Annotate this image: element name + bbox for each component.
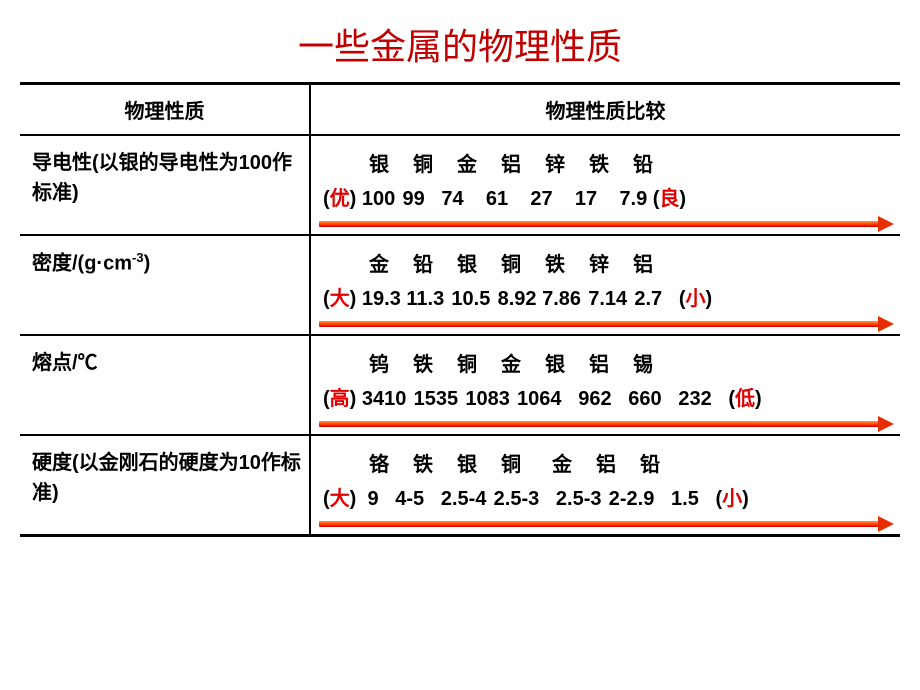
left-red-label: 大 xyxy=(330,488,350,510)
property-cell: 密度/(g·cm-3) xyxy=(20,235,310,335)
elements-line: 金 铅 银 铜 铁 锌 铝 xyxy=(323,248,892,282)
properties-table: 物理性质 物理性质比较 导电性(以银的导电性为100作标准)银 铜 金 铝 锌 … xyxy=(20,82,900,537)
right-red-label: 良 xyxy=(659,188,679,210)
left-red-label: 高 xyxy=(330,388,350,410)
elements-line: 钨 铁 铜 金 银 铝 锡 xyxy=(323,348,892,382)
header-right: 物理性质比较 xyxy=(310,84,900,136)
values-text: 3410 1535 1083 1064 962 660 232 xyxy=(356,388,728,410)
values-line: (大) 9 4-5 2.5-4 2.5-3 2.5-3 2-2.9 1.5 (小… xyxy=(323,482,892,516)
elements-line: 铬 铁 银 铜 金 铝 铅 xyxy=(323,448,892,482)
comparison-cell: 钨 铁 铜 金 银 铝 锡(高) 3410 1535 1083 1064 962… xyxy=(310,335,900,435)
gradient-arrow xyxy=(319,520,892,528)
arrow-head-icon xyxy=(878,216,894,232)
property-label: 密度/(g·cm-3) xyxy=(32,248,301,279)
property-label: 硬度(以金刚石的硬度为10作标准) xyxy=(32,448,301,508)
values-text: 19.3 11.3 10.5 8.92 7.86 7.14 2.7 xyxy=(356,288,679,310)
gradient-arrow xyxy=(319,420,892,428)
right-red-label: 小 xyxy=(722,488,742,510)
values-text: 9 4-5 2.5-4 2.5-3 2.5-3 2-2.9 1.5 xyxy=(356,488,715,510)
header-left: 物理性质 xyxy=(20,84,310,136)
gradient-arrow xyxy=(319,320,892,328)
arrow-head-icon xyxy=(878,516,894,532)
property-cell: 熔点/℃ xyxy=(20,335,310,435)
elements-line: 银 铜 金 铝 锌 铁 铅 xyxy=(323,148,892,182)
comparison-cell: 银 铜 金 铝 锌 铁 铅(优) 100 99 74 61 27 17 7.9 … xyxy=(310,135,900,235)
left-red-label: 优 xyxy=(330,188,350,210)
property-label: 导电性(以银的导电性为100作标准) xyxy=(32,148,301,208)
property-cell: 硬度(以金刚石的硬度为10作标准) xyxy=(20,435,310,536)
right-red-label: 低 xyxy=(735,388,755,410)
table-row: 导电性(以银的导电性为100作标准)银 铜 金 铝 锌 铁 铅(优) 100 9… xyxy=(20,135,900,235)
arrow-head-icon xyxy=(878,316,894,332)
page-title: 一些金属的物理性质 xyxy=(0,0,920,82)
property-label: 熔点/℃ xyxy=(32,348,301,378)
values-text: 100 99 74 61 27 17 7.9 xyxy=(356,188,652,210)
comparison-cell: 铬 铁 银 铜 金 铝 铅(大) 9 4-5 2.5-4 2.5-3 2.5-3… xyxy=(310,435,900,536)
right-red-label: 小 xyxy=(686,288,706,310)
values-line: (高) 3410 1535 1083 1064 962 660 232 (低) xyxy=(323,382,892,416)
values-line: (优) 100 99 74 61 27 17 7.9 (良) xyxy=(323,182,892,216)
left-red-label: 大 xyxy=(330,288,350,310)
table-row: 密度/(g·cm-3) 金 铅 银 铜 铁 锌 铝(大) 19.3 11.3 10… xyxy=(20,235,900,335)
arrow-head-icon xyxy=(878,416,894,432)
table-row: 熔点/℃ 钨 铁 铜 金 银 铝 锡(高) 3410 1535 1083 1064… xyxy=(20,335,900,435)
header-row: 物理性质 物理性质比较 xyxy=(20,84,900,136)
table-row: 硬度(以金刚石的硬度为10作标准)铬 铁 银 铜 金 铝 铅(大) 9 4-5 … xyxy=(20,435,900,536)
comparison-cell: 金 铅 银 铜 铁 锌 铝(大) 19.3 11.3 10.5 8.92 7.8… xyxy=(310,235,900,335)
gradient-arrow xyxy=(319,220,892,228)
values-line: (大) 19.3 11.3 10.5 8.92 7.86 7.14 2.7 (小… xyxy=(323,282,892,316)
property-cell: 导电性(以银的导电性为100作标准) xyxy=(20,135,310,235)
